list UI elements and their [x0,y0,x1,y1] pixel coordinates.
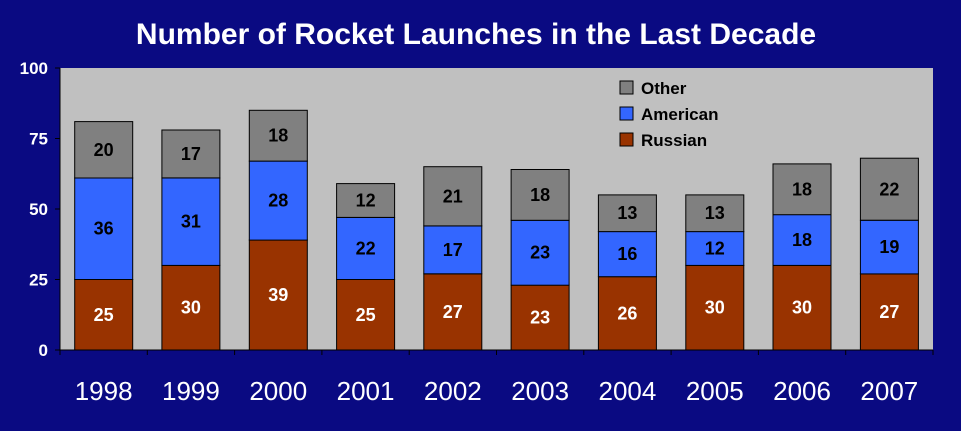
data-label-russian-2007: 27 [879,302,899,322]
x-tick-label: 2000 [249,376,307,406]
x-tick-label: 1999 [162,376,220,406]
x-tick-label: 2004 [599,376,657,406]
data-label-other-2005: 13 [705,203,725,223]
data-label-russian-2005: 30 [705,298,725,318]
data-label-american-1998: 36 [94,219,114,239]
y-tick-label: 50 [29,200,48,219]
data-label-russian-2002: 27 [443,302,463,322]
y-tick-label: 25 [29,271,48,290]
bar-american-2005 [685,231,745,266]
data-label-russian-2000: 39 [268,285,288,305]
bar-russian-1998 [74,279,134,351]
x-tick-label: 2005 [686,376,744,406]
chart-title: Number of Rocket Launches in the Last De… [136,18,816,51]
bar-russian-2003 [510,284,570,351]
bar-other-2003 [510,169,570,221]
data-label-other-2004: 13 [617,203,637,223]
data-label-american-2006: 18 [792,230,812,250]
data-label-other-2003: 18 [530,185,550,205]
data-label-other-2006: 18 [792,179,812,199]
x-tick-label: 2002 [424,376,482,406]
bar-russian-1999 [161,264,221,351]
data-label-russian-2006: 30 [792,298,812,318]
legend-swatch-american [619,106,634,121]
data-label-other-2000: 18 [268,126,288,146]
data-label-other-2007: 22 [879,179,899,199]
bar-other-2000 [248,109,308,162]
bar-american-1999 [161,177,221,266]
bar-russian-2006 [772,264,832,351]
bar-other-2004 [597,194,657,233]
x-tick-label: 2007 [860,376,918,406]
data-label-russian-1999: 30 [181,298,201,318]
data-label-american-2005: 12 [705,239,725,259]
data-label-other-1999: 17 [181,144,201,164]
data-label-american-2004: 16 [617,244,637,264]
bar-russian-2000 [248,239,308,351]
data-label-russian-1998: 25 [94,305,114,325]
data-label-american-2002: 17 [443,240,463,260]
bar-other-1999 [161,129,221,179]
legend-label-other: Other [641,79,687,98]
bar-russian-2005 [685,264,745,351]
bar-american-2000 [248,160,308,241]
legend-label-american: American [641,105,718,124]
bar-american-2006 [772,214,832,266]
data-label-american-2007: 19 [879,237,899,257]
x-tick-label: 2003 [511,376,569,406]
data-label-american-1999: 31 [181,212,201,232]
bar-russian-2002 [423,273,483,351]
y-tick-label: 100 [20,59,48,78]
y-tick-label: 0 [39,341,48,360]
bar-american-1998 [74,177,134,280]
legend-swatch-other [619,80,634,95]
x-tick-label: 2001 [337,376,395,406]
bar-american-2001 [336,217,396,280]
legend-label-russian: Russian [641,131,707,150]
bar-other-2005 [685,194,745,233]
data-label-american-2003: 23 [530,243,550,263]
data-label-other-1998: 20 [94,140,114,160]
y-tick-label: 75 [29,130,48,149]
x-tick-label: 1998 [75,376,133,406]
bars-group: 25 36 20 30 31 17 39 28 18 25 22 12 27 17 21 23 23 18 26 16… [74,109,919,351]
data-label-russian-2001: 25 [356,305,376,325]
data-label-american-2001: 22 [356,239,376,259]
data-label-russian-2004: 26 [617,303,637,323]
x-tick-label: 2006 [773,376,831,406]
data-label-other-2002: 21 [443,186,463,206]
bar-other-2006 [772,163,832,216]
bar-american-2007 [859,219,919,275]
bar-russian-2001 [336,279,396,351]
data-label-american-2000: 28 [268,191,288,211]
bar-other-2002 [423,166,483,227]
bar-other-2007 [859,157,919,221]
data-label-other-2001: 12 [356,191,376,211]
data-label-russian-2003: 23 [530,308,550,328]
bar-other-1998 [74,121,134,179]
axes-group: 0 25 50 75 100 1998 1999 2000 2001 2002 2003 2004 20… [20,59,934,406]
legend-swatch-russian [619,132,634,147]
legend: Other American Russian [619,79,718,150]
bar-american-2002 [423,225,483,275]
bar-other-2001 [336,183,396,218]
bar-american-2004 [597,231,657,278]
